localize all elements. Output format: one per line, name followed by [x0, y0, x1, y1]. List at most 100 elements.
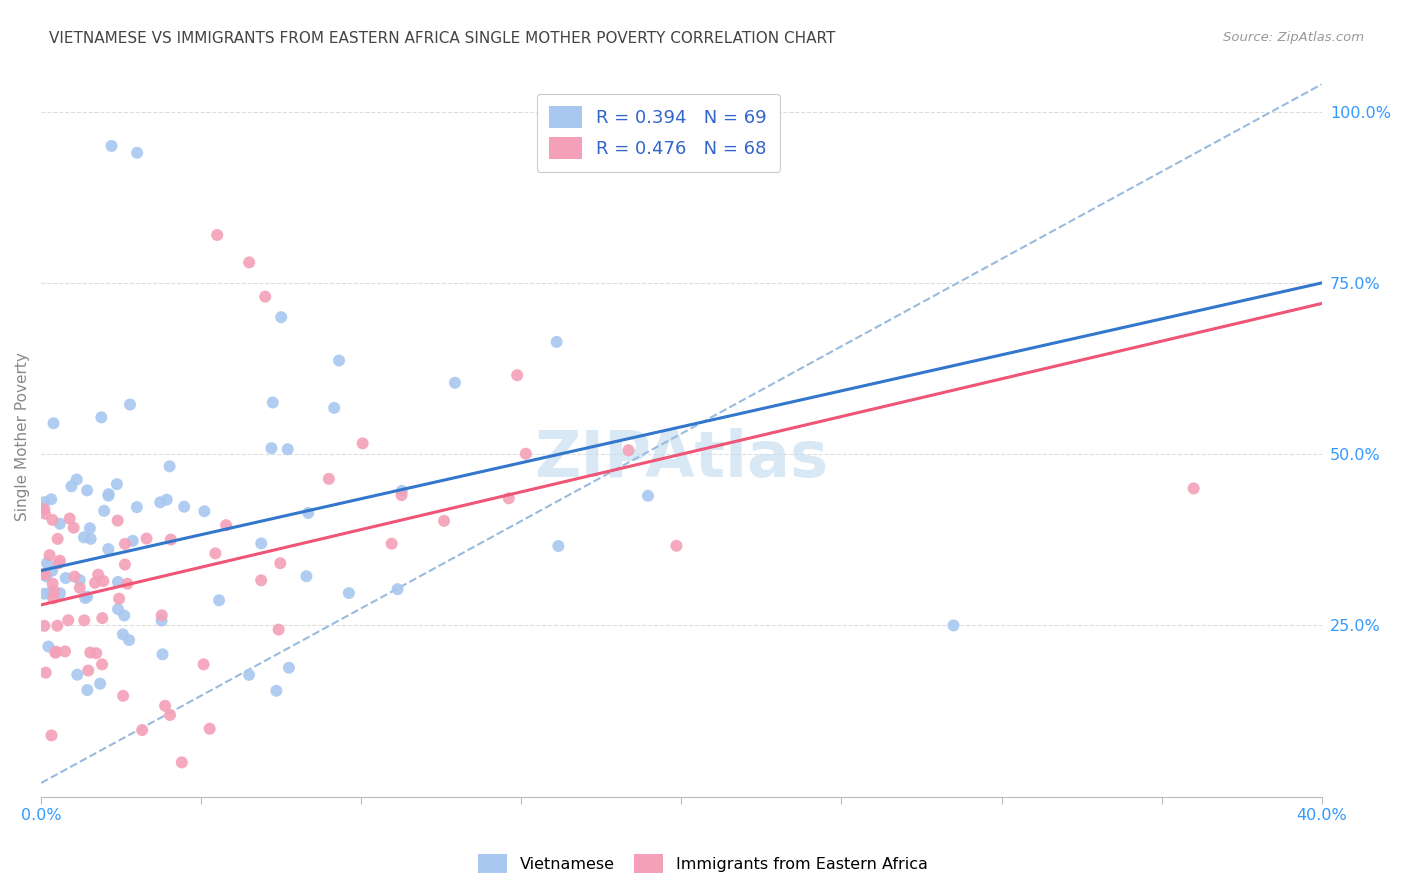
Point [269, 556, 291, 570]
Point [63, 569, 86, 583]
Point [41, 513, 63, 527]
Point [159, 459, 181, 474]
Point [262, 395, 284, 409]
Point [260, 441, 283, 455]
Point [267, 623, 290, 637]
Point [112, 689, 135, 703]
Point [193, 657, 215, 672]
Point [34, 502, 56, 516]
Point [208, 593, 231, 607]
Point [266, 683, 288, 698]
Point [111, 627, 134, 641]
Point [391, 488, 413, 502]
Point [118, 398, 141, 412]
Point [156, 492, 179, 507]
Point [637, 489, 659, 503]
Point [547, 539, 569, 553]
Point [59, 511, 82, 525]
Point [55, 571, 77, 585]
Point [90, 410, 112, 425]
Point [198, 722, 221, 736]
Point [69, 581, 91, 595]
Point [34, 567, 56, 582]
Point [297, 506, 319, 520]
Point [34, 507, 56, 521]
Point [295, 569, 318, 583]
Legend: Vietnamese, Immigrants from Eastern Africa: Vietnamese, Immigrants from Eastern Afri… [472, 847, 934, 880]
Point [250, 574, 273, 588]
Point [337, 586, 360, 600]
Point [506, 368, 529, 383]
Point [150, 608, 173, 623]
Point [34, 566, 56, 581]
Point [53, 644, 76, 658]
Point [546, 334, 568, 349]
Point [238, 255, 260, 269]
Point [1182, 482, 1205, 496]
Point [46, 618, 69, 632]
Point [35, 569, 58, 583]
Point [79, 521, 101, 535]
Point [323, 401, 346, 415]
Text: VIETNAMESE VS IMMIGRANTS FROM EASTERN AFRICA SINGLE MOTHER POVERTY CORRELATION C: VIETNAMESE VS IMMIGRANTS FROM EASTERN AF… [49, 31, 835, 46]
Point [170, 756, 193, 770]
Point [125, 500, 148, 515]
Point [42, 591, 65, 606]
Point [97, 542, 120, 557]
Point [204, 546, 226, 560]
Text: ZIPAtlas: ZIPAtlas [534, 427, 828, 490]
Point [238, 668, 260, 682]
Point [318, 472, 340, 486]
Point [66, 667, 89, 681]
Point [114, 558, 136, 572]
Point [153, 698, 176, 713]
Point [942, 618, 965, 632]
Point [35, 556, 58, 570]
Point [42, 417, 65, 431]
Point [84, 575, 107, 590]
Point [89, 676, 111, 690]
Point [97, 487, 120, 501]
Text: Source: ZipAtlas.com: Source: ZipAtlas.com [1223, 31, 1364, 45]
Point [66, 473, 89, 487]
Point [135, 532, 157, 546]
Point [73, 530, 96, 544]
Point [91, 657, 114, 672]
Point [150, 614, 173, 628]
Point [41, 728, 63, 742]
Point [49, 554, 72, 568]
Point [39, 492, 62, 507]
Point [35, 665, 58, 680]
Point [34, 495, 56, 509]
Point [41, 576, 63, 591]
Point [107, 602, 129, 616]
Point [328, 353, 350, 368]
Point [352, 436, 374, 450]
Point [77, 664, 100, 678]
Point [79, 532, 101, 546]
Point [58, 613, 80, 627]
Y-axis label: Single Mother Poverty: Single Mother Poverty [15, 352, 30, 522]
Point [84, 646, 107, 660]
Point [41, 564, 63, 578]
Point [79, 646, 101, 660]
Point [45, 645, 67, 659]
Point [49, 586, 72, 600]
Point [391, 483, 413, 498]
Point [433, 514, 456, 528]
Point [62, 521, 84, 535]
Point [381, 537, 404, 551]
Point [91, 611, 114, 625]
Point [127, 145, 149, 160]
Point [114, 537, 136, 551]
Point [34, 587, 56, 601]
Point [131, 723, 153, 737]
Point [617, 443, 640, 458]
Point [76, 590, 98, 604]
Point [152, 648, 174, 662]
Point [105, 477, 128, 491]
Point [193, 504, 215, 518]
Point [75, 591, 97, 605]
Point [250, 536, 273, 550]
Point [117, 576, 139, 591]
